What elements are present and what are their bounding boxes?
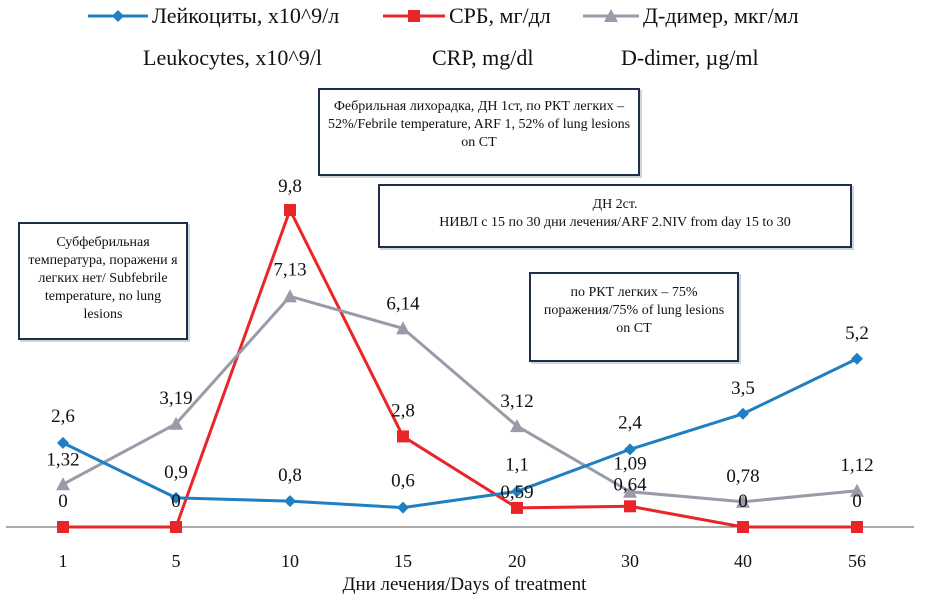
x-axis-title: Дни лечения/Days of treatment [342, 574, 587, 595]
data-label-ddimer: 1,12 [840, 455, 873, 476]
data-label-crp: 9,8 [278, 176, 302, 197]
point-leukocytes [284, 495, 296, 508]
annotation-arf2: ДН 2ст. НИВЛ с 15 по 30 дни лечения/ARF … [378, 184, 852, 248]
data-label-ddimer: 0,78 [726, 466, 759, 487]
point-crp [397, 430, 409, 443]
point-leukocytes [851, 352, 863, 365]
data-label-crp: 0 [58, 491, 68, 512]
annotation-arf2-line2: НИВЛ с 15 по 30 дни лечения/ARF 2.NIV fr… [439, 215, 791, 230]
point-ddimer [396, 321, 410, 335]
x-tick-label: 10 [281, 551, 299, 571]
legend-marker-square-icon [383, 10, 445, 22]
point-ddimer [510, 419, 524, 433]
x-tick-label: 20 [508, 551, 526, 571]
data-label-leukocytes: 5,2 [845, 323, 869, 344]
point-crp [624, 500, 636, 513]
legend-item-crp: СРБ, мг/дл [383, 3, 551, 29]
data-label-leukocytes: 3,5 [731, 378, 755, 399]
legend: Лейкоциты, x10^9/л СРБ, мг/дл Д-димер, м… [0, 0, 929, 80]
data-label-ddimer: 7,13 [273, 259, 306, 280]
x-tick-label: 40 [734, 551, 752, 571]
legend-english-leukocytes: Leukocytes, x10^9/l [143, 45, 322, 70]
x-tick-label: 1 [59, 551, 68, 571]
legend-item-leukocytes: Лейкоциты, x10^9/л [88, 3, 339, 29]
annotation-arf2-line1: ДН 2ст. [592, 197, 638, 212]
data-label-leukocytes: 2,4 [618, 412, 642, 433]
point-leukocytes [624, 443, 636, 456]
x-tick-label: 15 [394, 551, 412, 571]
data-label-ddimer: 3,12 [500, 391, 533, 412]
point-ddimer [56, 477, 70, 491]
data-label-crp: 0,64 [613, 474, 647, 495]
data-label-crp: 0 [171, 491, 181, 512]
point-ddimer [283, 289, 297, 303]
annotation-subfebrile-text: Субфебрильная температура, поражени я ле… [28, 235, 178, 322]
data-label-ddimer: 1,32 [46, 449, 79, 470]
legend-item-ddimer: Д-димер, мкг/мл [583, 3, 799, 29]
point-ddimer [850, 483, 864, 497]
point-leukocytes [170, 491, 182, 504]
data-label-leukocytes: 0,9 [164, 462, 188, 483]
data-label-crp: 0 [738, 491, 748, 512]
annotation-febrile: Фебрильная лихорадка, ДН 1ст, по РКТ лег… [318, 88, 640, 176]
point-leukocytes [57, 436, 69, 449]
legend-marker-diamond-icon [88, 10, 148, 22]
legend-english-crp: CRP, mg/dl [432, 45, 534, 70]
data-label-ddimer: 3,19 [159, 388, 192, 409]
point-leukocytes [511, 485, 523, 498]
point-crp [511, 501, 523, 514]
point-crp [57, 521, 69, 533]
series-line-crp [63, 208, 857, 529]
data-label-leukocytes: 0,8 [278, 465, 302, 486]
data-label-leukocytes: 1,1 [505, 454, 529, 475]
data-label-ddimer: 6,14 [386, 293, 420, 314]
point-crp [284, 203, 296, 216]
legend-label-crp: СРБ, мг/дл [449, 3, 551, 28]
point-leukocytes [737, 407, 749, 420]
data-label-leukocytes: 2,6 [51, 406, 75, 427]
x-tick-label: 56 [848, 551, 866, 571]
annotation-ct75-text: по РКТ легких – 75% поражения/75% of lun… [543, 285, 725, 336]
x-tick-label: 5 [172, 551, 181, 571]
point-crp [737, 521, 749, 533]
point-ddimer [169, 416, 183, 430]
data-label-crp: 2,8 [391, 400, 415, 421]
data-label-crp: 0 [852, 491, 862, 512]
annotation-febrile-text: Фебрильная лихорадка, ДН 1ст, по РКТ лег… [327, 99, 631, 150]
point-ddimer [736, 494, 750, 508]
legend-marker-triangle-icon [583, 9, 639, 22]
point-crp [851, 521, 863, 533]
point-ddimer [623, 484, 637, 498]
annotation-ct75: по РКТ легких – 75% поражения/75% of lun… [529, 272, 739, 362]
series-line-ddimer [62, 294, 858, 504]
x-tick-label: 30 [621, 551, 639, 571]
point-leukocytes [397, 501, 409, 514]
data-label-crp: 0,59 [500, 482, 533, 503]
series-line-leukocytes [62, 357, 858, 510]
data-label-leukocytes: 0,6 [391, 471, 415, 492]
legend-label-leukocytes: Лейкоциты, x10^9/л [152, 3, 340, 28]
legend-label-ddimer: Д-димер, мкг/мл [643, 3, 799, 28]
point-crp [170, 521, 182, 533]
annotation-subfebrile: Субфебрильная температура, поражени я ле… [18, 222, 188, 340]
data-label-ddimer: 1,09 [613, 454, 646, 475]
legend-english-ddimer: D-dimer, µg/ml [621, 45, 759, 70]
